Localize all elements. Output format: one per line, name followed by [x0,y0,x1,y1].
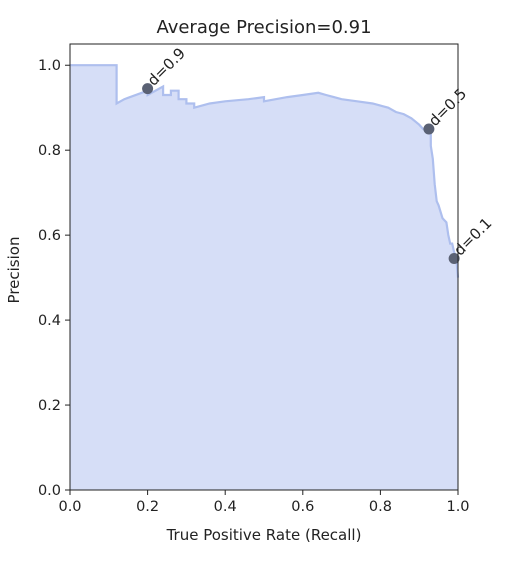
x-tick-label: 1.0 [446,499,469,515]
x-tick-label: 0.8 [369,499,392,515]
y-axis-label: Precision [5,237,23,304]
curve-line [70,64,460,278]
x-axis-ticks: 0.0 0.2 0.4 0.6 0.8 1.0 [58,490,470,515]
y-tick-label: 0.0 [38,483,61,499]
threshold-point [448,253,460,265]
threshold-point [423,123,435,135]
y-tick-label: 0.2 [38,398,61,414]
y-tick-label: 0.4 [38,313,61,329]
plot-area [70,64,460,490]
plot-frame [69,43,459,491]
x-axis-label: True Positive Rate (Recall) [166,526,362,544]
y-tick-label: 1.0 [38,58,61,74]
threshold-label: d=0.9 [144,44,189,89]
threshold-label: d=0.1 [450,214,495,259]
x-tick-label: 0.4 [214,499,237,515]
y-tick-label: 0.8 [38,143,61,159]
threshold-label: d=0.5 [425,85,470,130]
x-tick-label: 0.2 [136,499,159,515]
threshold-point [142,83,154,95]
chart-title: Average Precision=0.91 [156,17,371,38]
x-tick-label: 0.0 [58,499,81,515]
x-tick-label: 0.6 [291,499,314,515]
y-tick-label: 0.6 [38,228,61,244]
y-axis-ticks: 0.0 0.2 0.4 0.6 0.8 1.0 [38,58,70,499]
area-fill [70,65,458,490]
